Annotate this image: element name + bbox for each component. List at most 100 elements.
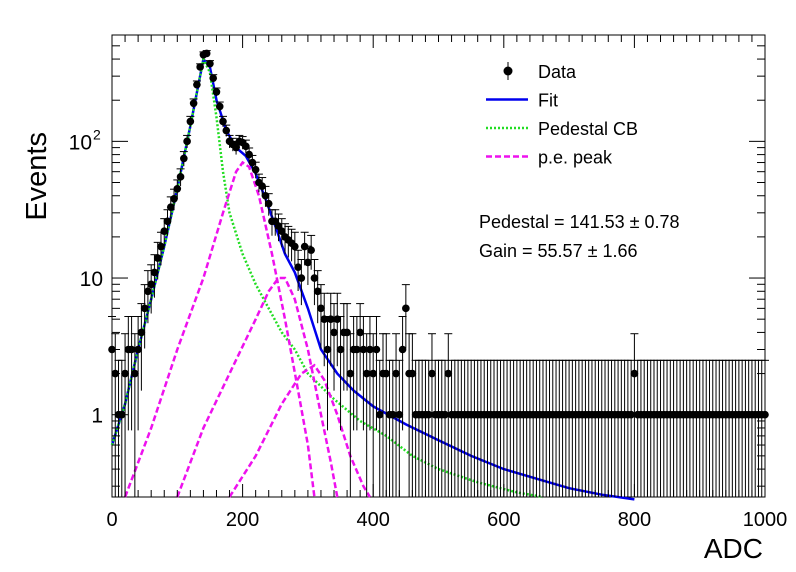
x-axis-label: ADC bbox=[704, 533, 763, 564]
data-point bbox=[134, 345, 142, 354]
data-point bbox=[343, 328, 351, 337]
data-point bbox=[264, 199, 273, 208]
data-point bbox=[183, 137, 191, 146]
y-tick-label: 10 bbox=[80, 268, 103, 291]
data-point bbox=[395, 410, 404, 419]
data-point bbox=[372, 345, 381, 354]
data-point bbox=[333, 315, 342, 323]
curve-p-e-peak-3 bbox=[228, 363, 371, 498]
data-point bbox=[150, 268, 159, 277]
data-point bbox=[294, 263, 302, 272]
data-point bbox=[163, 217, 172, 226]
data-point bbox=[160, 227, 169, 236]
x-tick-label: 200 bbox=[226, 509, 259, 531]
data-point bbox=[242, 142, 250, 151]
annotation-gain: Gain = 55.57 ± 1.66 bbox=[479, 241, 638, 261]
data-point bbox=[336, 345, 345, 354]
data-point bbox=[176, 173, 185, 181]
data-point bbox=[375, 410, 384, 419]
data-point bbox=[313, 287, 322, 296]
data-point bbox=[147, 280, 155, 289]
data-point bbox=[353, 345, 361, 354]
data-point bbox=[330, 328, 338, 337]
data-point bbox=[441, 410, 449, 419]
data-points bbox=[108, 49, 769, 497]
data-point bbox=[157, 242, 165, 251]
data-point bbox=[196, 63, 204, 71]
data-point bbox=[369, 369, 378, 378]
data-point bbox=[428, 369, 436, 378]
x-tick-label: 800 bbox=[618, 509, 651, 531]
data-point bbox=[206, 59, 214, 68]
data-point bbox=[153, 254, 162, 262]
data-point bbox=[366, 345, 374, 354]
data-point bbox=[310, 274, 319, 282]
data-point bbox=[212, 88, 221, 96]
annotation-pedestal: Pedestal = 141.53 ± 0.78 bbox=[479, 212, 680, 232]
data-point bbox=[166, 203, 175, 211]
data-point bbox=[307, 246, 315, 254]
x-tick-label: 600 bbox=[487, 509, 520, 531]
data-point bbox=[202, 49, 211, 58]
curve-pedestal-cb bbox=[110, 55, 544, 499]
legend-label: p.e. peak bbox=[538, 148, 613, 168]
curve-p-e-peak-2 bbox=[176, 276, 339, 498]
data-point bbox=[388, 410, 397, 419]
y-axis-label: Events bbox=[21, 132, 53, 221]
data-point bbox=[219, 117, 227, 126]
data-point bbox=[291, 242, 299, 251]
data-point bbox=[180, 154, 188, 163]
data-point bbox=[215, 102, 224, 111]
data-point bbox=[382, 369, 391, 378]
data-point bbox=[398, 345, 407, 354]
data-point bbox=[127, 345, 136, 354]
legend-label: Data bbox=[538, 62, 577, 82]
data-point bbox=[356, 328, 364, 337]
x-tick-label: 400 bbox=[357, 509, 390, 531]
y-tick-label: 1 bbox=[91, 405, 103, 428]
legend: Data Fit Pedestal CB p.e. peak bbox=[486, 62, 638, 168]
data-point bbox=[630, 369, 639, 378]
data-point bbox=[140, 304, 149, 313]
data-point bbox=[222, 126, 231, 135]
y-tick-label: 10 bbox=[69, 131, 92, 154]
data-point bbox=[346, 369, 355, 378]
data-point bbox=[189, 99, 198, 108]
data-point bbox=[359, 345, 368, 354]
data-point bbox=[424, 410, 433, 419]
data-point bbox=[251, 165, 260, 174]
data-point bbox=[402, 304, 410, 313]
data-point bbox=[193, 80, 201, 89]
data-point bbox=[408, 369, 417, 378]
data-point bbox=[137, 328, 146, 337]
legend-label: Pedestal CB bbox=[538, 119, 638, 139]
data-point bbox=[323, 345, 332, 354]
y-tick-label-exponent: 2 bbox=[93, 126, 101, 142]
curve-p-e-peak-1 bbox=[123, 160, 316, 498]
data-point bbox=[297, 274, 306, 282]
data-point bbox=[304, 258, 312, 267]
data-point bbox=[232, 143, 240, 152]
data-point bbox=[326, 315, 335, 323]
data-point bbox=[245, 150, 253, 159]
data-point bbox=[209, 74, 218, 82]
data-point bbox=[170, 194, 178, 203]
x-tick-label: 0 bbox=[106, 509, 117, 531]
data-point bbox=[261, 191, 270, 200]
data-point bbox=[173, 184, 182, 193]
data-point bbox=[317, 304, 325, 313]
data-point bbox=[362, 369, 371, 378]
data-point bbox=[186, 117, 195, 126]
x-tick-label: 1000 bbox=[743, 509, 788, 531]
data-point bbox=[627, 410, 635, 419]
data-point bbox=[277, 227, 286, 236]
data-point bbox=[444, 369, 453, 378]
data-point bbox=[131, 369, 139, 378]
legend-label: Fit bbox=[538, 91, 558, 111]
data-point bbox=[144, 287, 152, 296]
legend-marker-data bbox=[503, 66, 513, 76]
data-point bbox=[320, 315, 329, 323]
data-point bbox=[392, 369, 400, 378]
